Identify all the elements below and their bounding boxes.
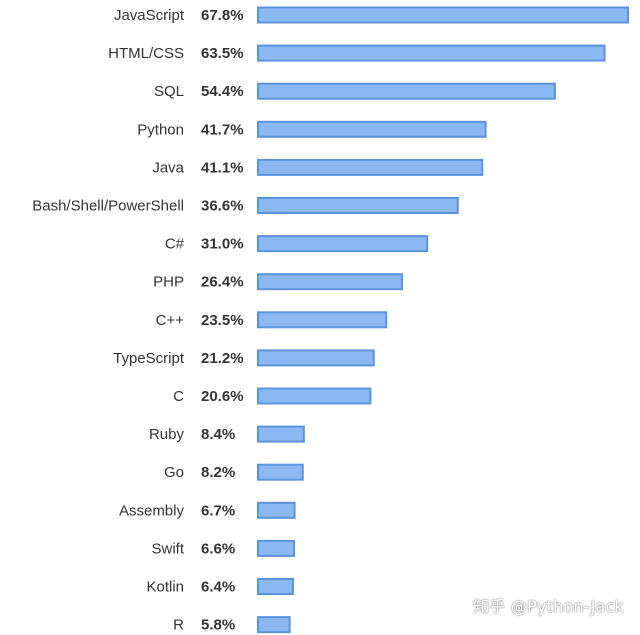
bar <box>257 44 606 62</box>
bar <box>257 235 429 253</box>
bar <box>257 120 487 138</box>
value-label: 8.2% <box>201 464 235 481</box>
value-label: 41.7% <box>201 121 244 138</box>
value-label: 8.4% <box>201 426 235 443</box>
value-label: 23.5% <box>201 312 244 329</box>
value-label: 21.2% <box>201 350 244 367</box>
watermark: 知乎 @Python-Jack <box>473 597 624 616</box>
bar <box>257 311 388 329</box>
category-label: Assembly <box>119 502 185 519</box>
bar <box>257 425 305 443</box>
value-label: 67.8% <box>201 7 244 24</box>
category-label: Ruby <box>149 426 185 443</box>
value-label: 54.4% <box>201 83 244 100</box>
category-label: C <box>173 388 184 405</box>
value-label: 20.6% <box>201 388 244 405</box>
value-label: 6.7% <box>201 502 235 519</box>
bar <box>257 158 484 176</box>
category-label: C# <box>165 236 185 253</box>
bar <box>257 197 459 214</box>
category-label: HTML/CSS <box>108 45 184 62</box>
category-label: Java <box>152 159 184 176</box>
category-label: Swift <box>151 540 184 557</box>
category-label: R <box>173 617 184 634</box>
value-label: 63.5% <box>201 45 244 62</box>
category-label: Go <box>164 464 184 481</box>
category-label: JavaScript <box>114 7 185 24</box>
category-label: Python <box>137 121 184 138</box>
bar <box>257 578 294 595</box>
bar <box>257 273 404 291</box>
category-label: SQL <box>154 83 184 100</box>
category-label: PHP <box>153 274 184 291</box>
value-label: 31.0% <box>201 236 244 253</box>
bar <box>257 616 291 634</box>
value-label: 5.8% <box>201 617 235 634</box>
bar <box>257 6 629 24</box>
bar <box>257 539 296 557</box>
category-label: TypeScript <box>113 350 185 367</box>
category-label: Bash/Shell/PowerShell <box>32 198 184 215</box>
bar <box>257 82 556 100</box>
bar <box>257 387 372 405</box>
value-label: 36.6% <box>201 198 244 215</box>
category-label: C++ <box>156 312 185 329</box>
value-label: 41.1% <box>201 159 244 176</box>
bar <box>257 463 304 481</box>
bar <box>257 501 296 519</box>
category-label: Kotlin <box>146 579 184 596</box>
value-label: 6.4% <box>201 579 235 596</box>
value-label: 26.4% <box>201 274 244 291</box>
value-label: 6.6% <box>201 540 235 557</box>
bar <box>257 349 375 367</box>
